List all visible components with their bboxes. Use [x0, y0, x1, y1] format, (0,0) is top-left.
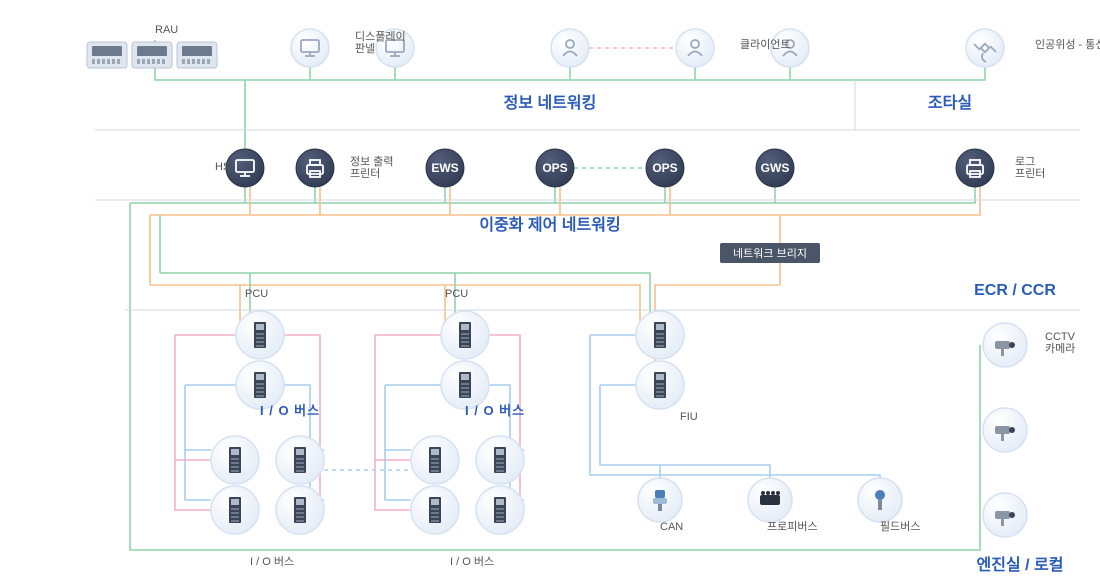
network-bridge-label: 네트워크 브리지 [733, 247, 807, 260]
label: CAN [660, 521, 683, 533]
node-fiu1 [636, 311, 684, 359]
node-fieldbus [858, 478, 902, 522]
node-hs [226, 149, 264, 187]
node-label: GWS [761, 161, 790, 175]
label: I / O 버스 [450, 555, 494, 568]
node-io2c [476, 436, 524, 484]
net-link [590, 335, 880, 478]
node-io1d [276, 486, 324, 534]
rau-device [132, 42, 172, 68]
section-title: 이중화 제어 네트워킹 [479, 215, 620, 234]
node-prn2 [956, 149, 994, 187]
node-cam3 [983, 493, 1027, 537]
label: PCU [445, 288, 468, 300]
node-disp1 [291, 29, 329, 67]
label: 카메라 [1045, 342, 1075, 355]
node-cli1 [551, 29, 589, 67]
node-ops1: OPS [536, 149, 574, 187]
label: 판넬 [355, 42, 375, 55]
label: 로그 [1015, 156, 1035, 168]
node-pcu1b [236, 361, 284, 409]
node-label: EWS [431, 161, 458, 175]
label: HS [215, 161, 230, 173]
node-io2d [476, 486, 524, 534]
node-label: OPS [652, 161, 677, 175]
net-link [160, 273, 650, 335]
label: FIU [680, 411, 698, 423]
node-pcu2b [441, 361, 489, 409]
section-title: 정보 네트워킹 [504, 94, 597, 112]
net-link [130, 187, 975, 203]
section-title: ECR / CCR [974, 282, 1056, 299]
node-io2a [411, 436, 459, 484]
node-io1a [211, 436, 259, 484]
node-pcu1a [236, 311, 284, 359]
net-link [175, 335, 211, 510]
node-fiu2 [636, 361, 684, 409]
label: I / O 버스 [465, 403, 525, 418]
label: 디스플레이 [355, 30, 406, 43]
label: 프린터 [350, 167, 380, 180]
rau-device [87, 42, 127, 68]
node-io2b [411, 486, 459, 534]
node-ews: EWS [426, 149, 464, 187]
section-title: 조타실 [928, 94, 972, 112]
label: PCU [245, 288, 268, 300]
label: 클라이언트 [740, 38, 791, 51]
node-gws: GWS [756, 149, 794, 187]
net-link [600, 385, 770, 478]
label: RAU [155, 24, 178, 36]
label: 인공위성 - 통신 [1035, 38, 1100, 51]
node-io1c [276, 436, 324, 484]
net-link [245, 67, 985, 80]
node-io1b [211, 486, 259, 534]
net-link [375, 335, 411, 510]
label: I / O 버스 [260, 403, 320, 418]
label: 정보 출력 [350, 155, 394, 168]
label: 프로피버스 [767, 520, 818, 533]
rau-device [177, 42, 217, 68]
node-ops2: OPS [646, 149, 684, 187]
node-cam2 [983, 408, 1027, 452]
net-link [150, 187, 980, 215]
label: CCTV [1045, 331, 1076, 343]
node-profibus [748, 478, 792, 522]
net-link [385, 385, 411, 500]
node-prn1 [296, 149, 334, 187]
label: 프린터 [1015, 167, 1045, 180]
node-can [638, 478, 682, 522]
node-pcu2a [441, 311, 489, 359]
section-title: 엔진실 / 로컬 [977, 556, 1064, 574]
network-diagram: EWS OPS OPS GWS 정보 네트워킹 조타실이중화 제어 네트워킹 ECR / C… [0, 0, 1100, 585]
node-sat [966, 29, 1004, 67]
label: 필드버스 [880, 520, 920, 533]
node-cli2 [676, 29, 714, 67]
net-link [185, 385, 211, 500]
node-cam1 [983, 323, 1027, 367]
label: I / O 버스 [250, 555, 294, 568]
node-label: OPS [542, 161, 567, 175]
